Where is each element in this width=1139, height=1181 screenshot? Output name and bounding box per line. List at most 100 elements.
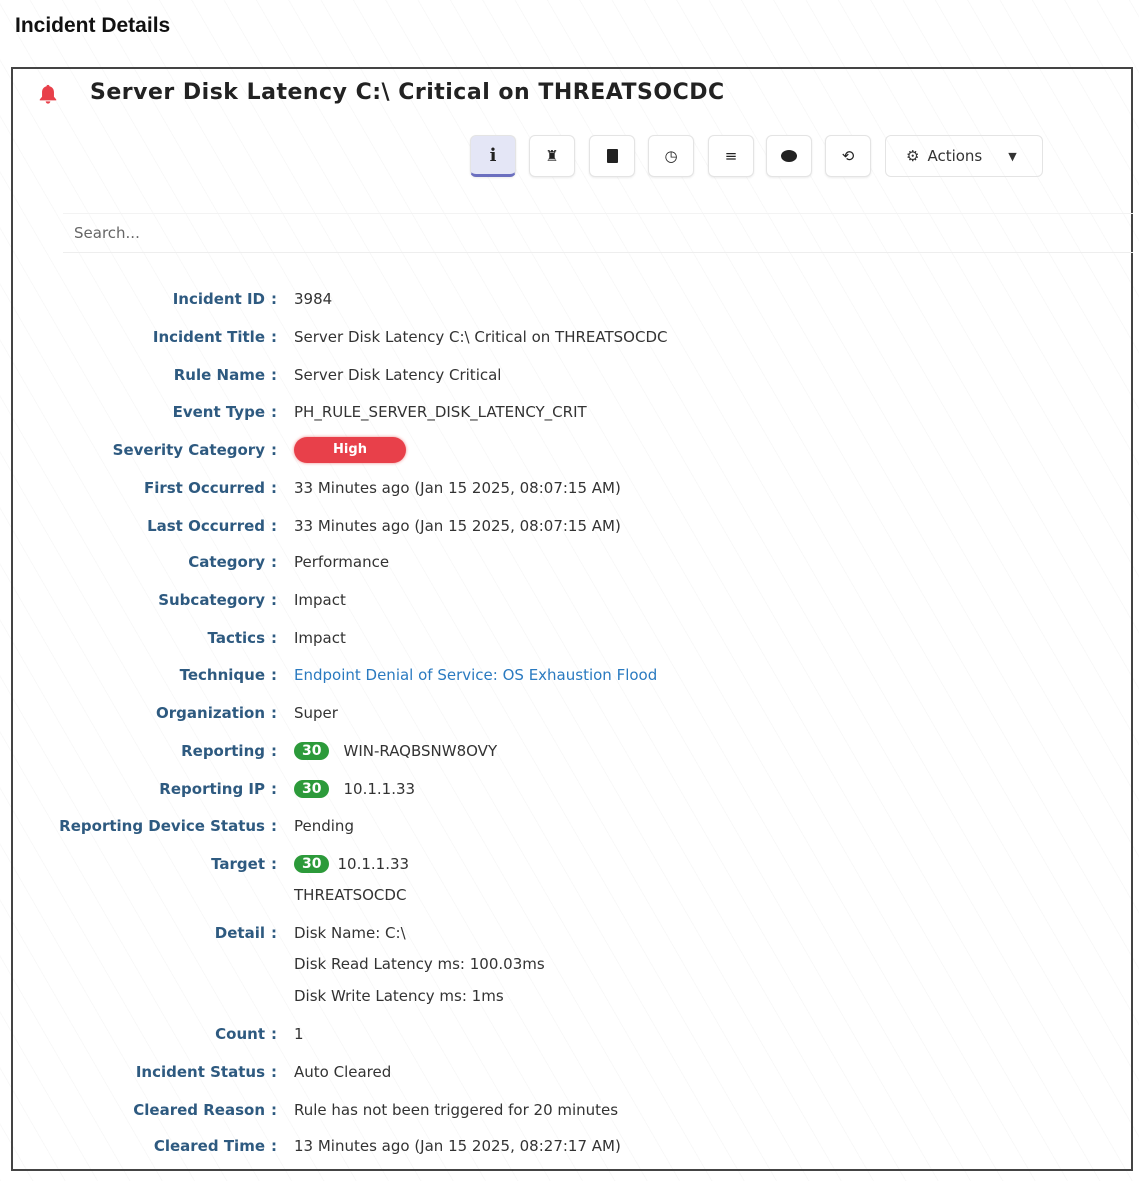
actions-dropdown[interactable]: ⚙ Actions ▼ <box>885 135 1043 177</box>
field-label: Organization <box>156 704 265 722</box>
field-first-occurred: First Occurred:33 Minutes ago (Jan 15 20… <box>13 476 621 500</box>
field-event-type: Event Type: PH_RULE_SERVER_DISK_LATENCY_C… <box>13 400 587 424</box>
colon: : <box>271 479 277 497</box>
colon: : <box>271 629 277 647</box>
colon: : <box>271 817 277 835</box>
caret-down-icon: ▼ <box>1008 149 1017 163</box>
field-detail: Detail: Disk Name: C:\ <box>13 921 406 945</box>
colon: : <box>271 553 277 571</box>
history-tab-button[interactable]: ⟲ <box>825 135 871 177</box>
colon: : <box>271 666 277 684</box>
clock-icon: ◷ <box>664 147 678 165</box>
colon: : <box>271 517 277 535</box>
history-icon: ⟲ <box>841 147 855 165</box>
field-value: 33 Minutes ago (Jan 15 2025, 08:07:15 AM… <box>294 517 621 535</box>
detail-line: Disk Name: C:\ <box>294 924 406 942</box>
field-value: Server Disk Latency C:\ Critical on THRE… <box>294 328 668 346</box>
field-value: Rule has not been triggered for 20 minut… <box>294 1101 619 1119</box>
field-value: Performance <box>294 553 390 571</box>
field-category: Category: Performance <box>13 550 389 574</box>
colon: : <box>271 290 277 308</box>
colon: : <box>271 1101 277 1119</box>
field-value: Super <box>294 704 338 722</box>
field-label: Severity Category <box>112 441 265 459</box>
field-value: Pending <box>294 817 354 835</box>
detail-line: Disk Read Latency ms: 100.03ms <box>294 955 545 973</box>
field-label: Last Occurred <box>147 517 265 535</box>
field-label: Reporting Device Status <box>59 817 265 835</box>
incident-title-header: Server Disk Latency C:\ Critical on THRE… <box>90 80 725 105</box>
field-label: Category <box>188 553 265 571</box>
file-tab-button[interactable] <box>589 135 635 177</box>
field-incident-title: Incident Title: Server Disk Latency C:\ C… <box>13 325 668 349</box>
colon: : <box>271 780 277 798</box>
field-detail-line-3: Disk Write Latency ms: 1ms <box>294 984 504 1008</box>
info-tab-button[interactable]: i <box>470 135 516 177</box>
colon: : <box>271 742 277 760</box>
field-subcategory: Subcategory: Impact <box>13 588 346 612</box>
detail-line: Disk Write Latency ms: 1ms <box>294 987 504 1005</box>
field-label: Tactics <box>207 629 265 647</box>
field-cleared-reason: Cleared Reason: Rule has not been trigger… <box>13 1098 618 1122</box>
field-tactics: Tactics: Impact <box>13 626 346 650</box>
field-value: 10.1.1.33 <box>337 855 410 873</box>
field-label: Technique <box>179 666 265 684</box>
field-label: Rule Name <box>173 366 265 384</box>
field-value: 3984 <box>294 290 333 308</box>
count-badge[interactable]: 30 <box>294 780 330 798</box>
info-icon: i <box>489 144 497 166</box>
colon: : <box>271 1025 277 1043</box>
severity-badge: High <box>294 437 406 463</box>
count-badge[interactable]: 30 <box>294 855 330 873</box>
comment-icon <box>781 150 797 162</box>
bell-icon <box>39 84 57 104</box>
colon: : <box>271 1063 277 1081</box>
field-label: Cleared Reason <box>133 1101 265 1119</box>
count-badge[interactable]: 30 <box>294 742 330 760</box>
field-cleared-time: Cleared Time:13 Minutes ago (Jan 15 2025… <box>13 1134 621 1158</box>
field-label: Cleared Time <box>153 1137 265 1155</box>
field-value: THREATSOCDC <box>294 886 407 904</box>
field-label: Count <box>215 1025 265 1043</box>
field-label: Incident ID <box>172 290 265 308</box>
field-value: 10.1.1.33 <box>343 780 416 798</box>
colon: : <box>271 1137 277 1155</box>
field-organization: Organization: Super <box>13 701 338 725</box>
field-technique: Technique: Endpoint Denial of Service: OS… <box>13 663 658 687</box>
field-rule-name: Rule Name: Server Disk Latency Critical <box>13 363 502 387</box>
field-reporting: Reporting:30 WIN-RAQBSNW8OVY <box>13 739 497 763</box>
search-input[interactable] <box>63 213 1133 253</box>
field-value: WIN-RAQBSNW8OVY <box>343 742 498 760</box>
field-reporting-ip: Reporting IP:30 10.1.1.33 <box>13 777 415 801</box>
page-title: Incident Details <box>15 14 171 37</box>
field-value: Impact <box>294 629 346 647</box>
colon: : <box>271 366 277 384</box>
field-target-host: THREATSOCDC <box>294 883 406 907</box>
colon: : <box>271 924 277 942</box>
field-label: First Occurred <box>143 479 265 497</box>
colon: : <box>271 403 277 421</box>
colon: : <box>271 704 277 722</box>
list-icon: ≡ <box>724 147 738 165</box>
field-label: Event Type <box>172 403 265 421</box>
field-severity: Severity Category: High <box>13 437 406 463</box>
field-label: Detail <box>214 924 265 942</box>
field-last-occurred: Last Occurred:33 Minutes ago (Jan 15 202… <box>13 514 621 538</box>
field-label: Subcategory <box>158 591 265 609</box>
field-incident-id: Incident ID:3984 <box>13 287 333 311</box>
user-secret-tab-button[interactable]: ♜ <box>529 135 575 177</box>
comment-tab-button[interactable] <box>766 135 812 177</box>
field-value: Auto Cleared <box>294 1063 392 1081</box>
user-secret-icon: ♜ <box>545 147 559 165</box>
colon: : <box>271 441 277 459</box>
field-target: Target:30 10.1.1.33 <box>13 852 409 876</box>
clock-tab-button[interactable]: ◷ <box>648 135 694 177</box>
field-reporting-device-status: Reporting Device Status: Pending <box>13 814 354 838</box>
field-label: Target <box>211 855 265 873</box>
field-value: Impact <box>294 591 346 609</box>
actions-label: Actions <box>927 147 983 165</box>
field-value: 1 <box>294 1025 304 1043</box>
technique-link[interactable]: Endpoint Denial of Service: OS Exhaustio… <box>294 666 658 684</box>
list-tab-button[interactable]: ≡ <box>708 135 754 177</box>
gear-icon: ⚙ <box>906 147 920 165</box>
